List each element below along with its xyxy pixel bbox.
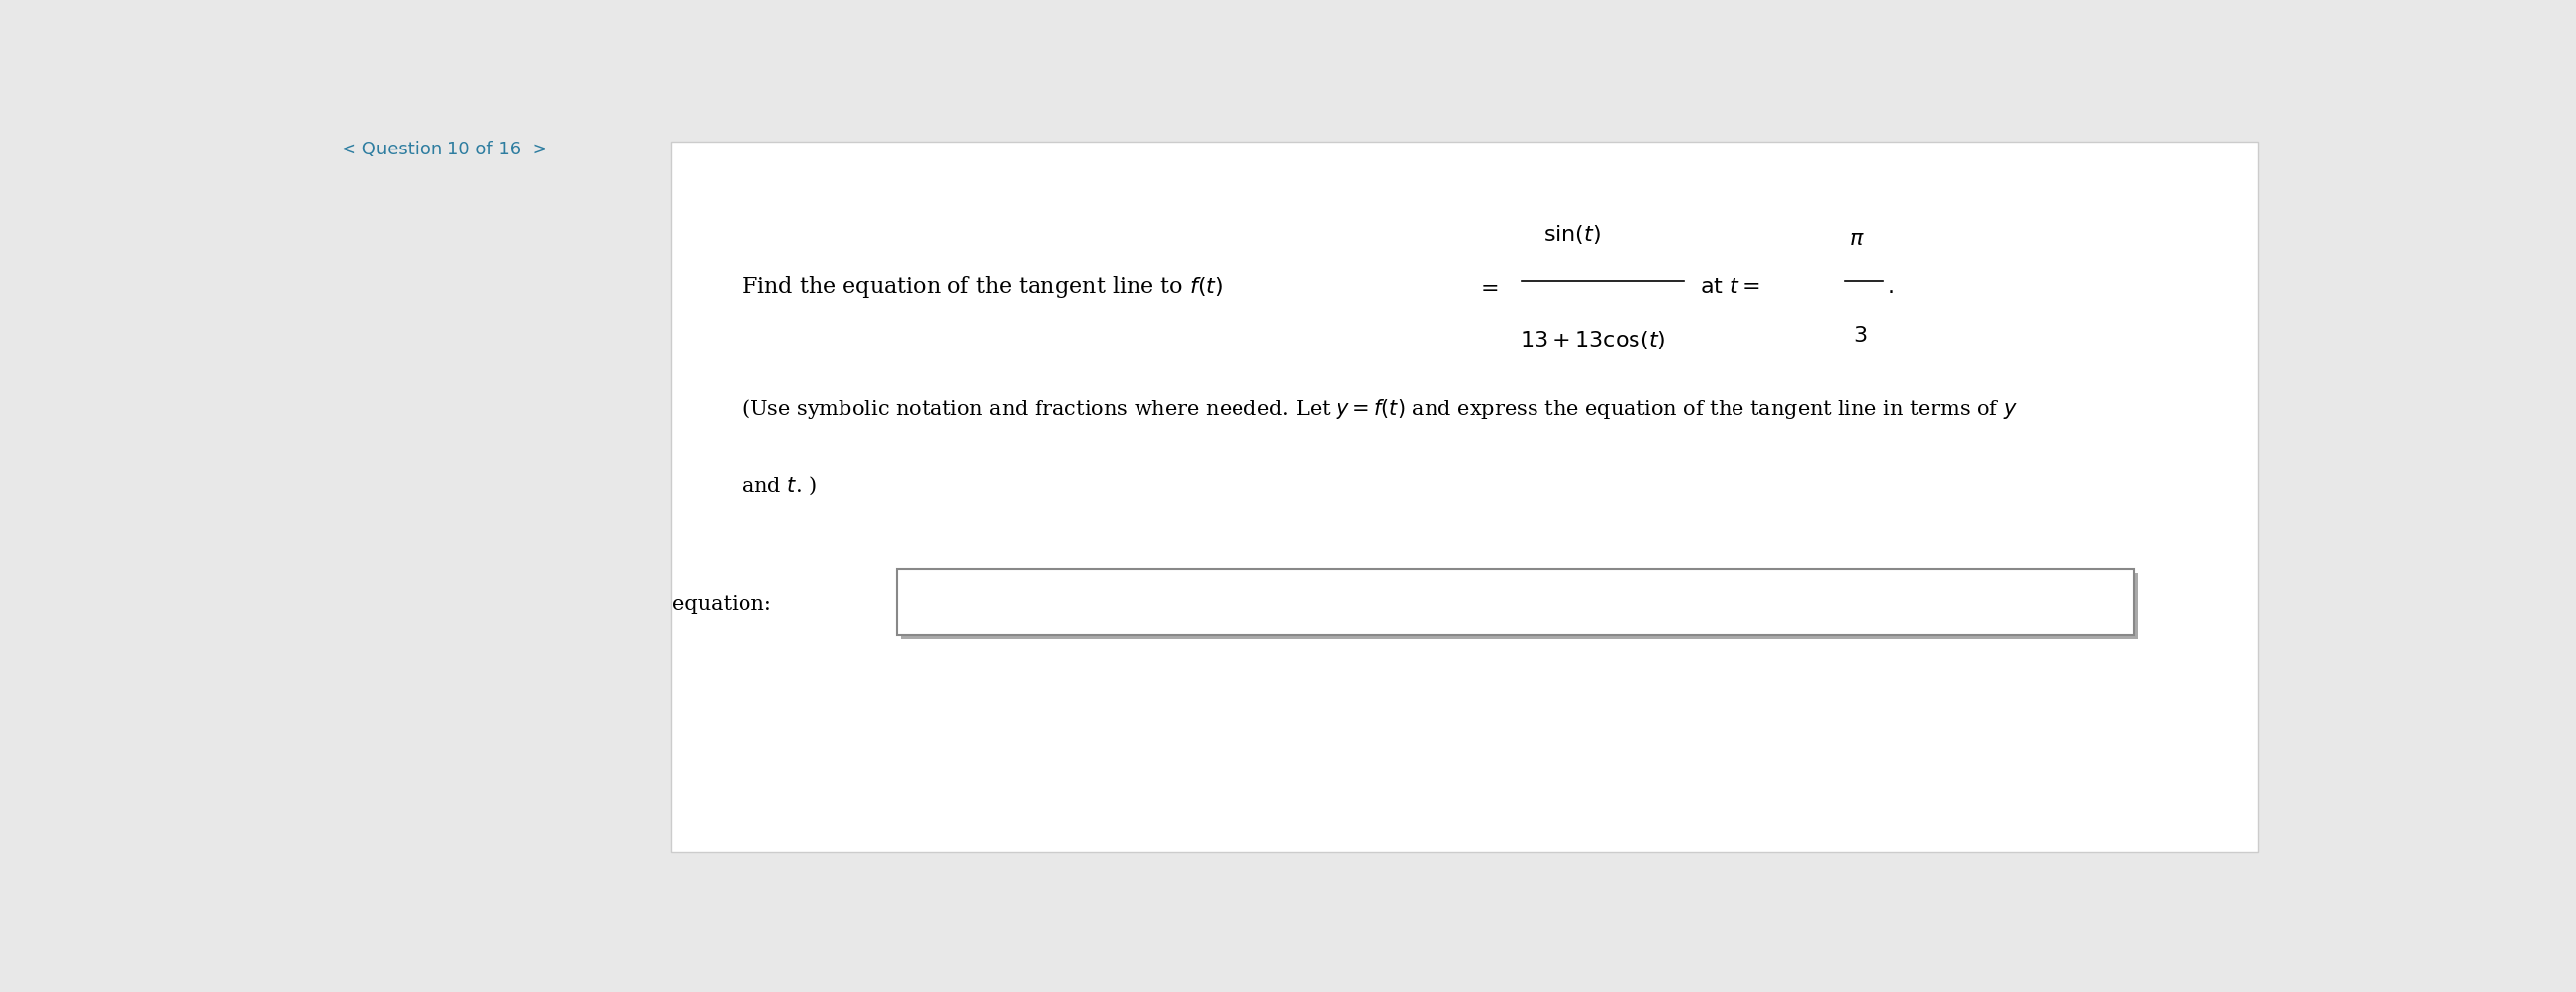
Text: $\pi$: $\pi$: [1850, 229, 1865, 249]
FancyBboxPatch shape: [672, 142, 2259, 852]
Text: $\mathrm{at}\ t =$: $\mathrm{at}\ t =$: [1700, 277, 1759, 297]
FancyBboxPatch shape: [896, 569, 2136, 635]
Text: < Question 10 of 16  >: < Question 10 of 16 >: [343, 141, 549, 159]
Text: Find the equation of the tangent line to $f(t)$: Find the equation of the tangent line to…: [742, 274, 1224, 300]
Text: $3$: $3$: [1852, 325, 1868, 345]
Text: $13 + 13\cos(t)$: $13 + 13\cos(t)$: [1520, 329, 1667, 352]
Text: $.$: $.$: [1888, 277, 1893, 297]
Text: and $t$. ): and $t$. ): [742, 474, 817, 497]
Text: $=$: $=$: [1476, 277, 1499, 297]
Text: (Use symbolic notation and fractions where needed. Let $y = f(t)$ and express th: (Use symbolic notation and fractions whe…: [742, 398, 2017, 422]
Text: equation:: equation:: [672, 594, 770, 613]
Text: $\sin(t)$: $\sin(t)$: [1543, 222, 1602, 245]
FancyBboxPatch shape: [902, 573, 2138, 639]
